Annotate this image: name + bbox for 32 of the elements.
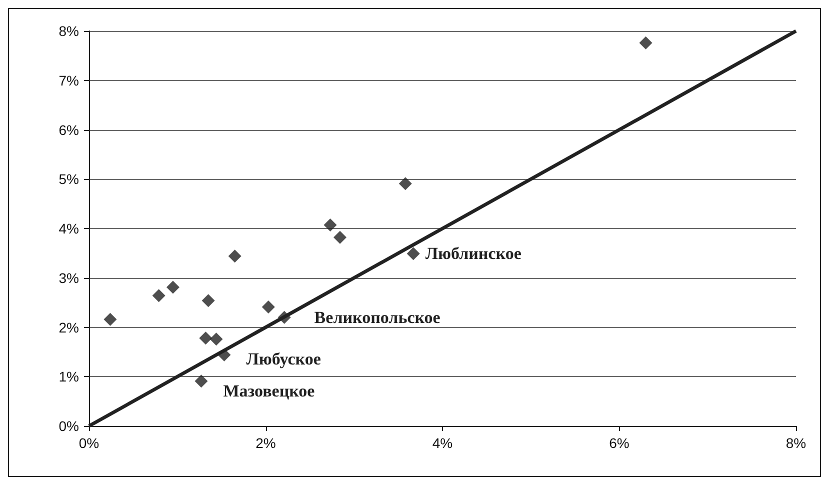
point (228, 250, 242, 263)
annotation: Любуское (246, 349, 322, 368)
point (194, 374, 208, 388)
y-tick-label: 1% (58, 368, 79, 385)
y-tick-label: 0% (58, 418, 79, 434)
x-tick-label: 6% (609, 435, 630, 451)
y-tick-label: 2% (58, 319, 79, 336)
point (639, 36, 652, 50)
annotation: Великопольское (314, 308, 441, 327)
y-tick-label: 5% (58, 171, 79, 188)
point (262, 300, 275, 314)
y-tick-label: 8% (58, 23, 79, 39)
point (202, 294, 215, 308)
x-tick-label: 2% (256, 435, 276, 451)
x-tick-label: 0% (78, 435, 100, 451)
point (398, 177, 412, 190)
x-tick-label: 8% (786, 435, 806, 451)
point (406, 247, 420, 260)
annotation: Люблинское (425, 244, 522, 264)
point (324, 218, 337, 232)
annotation: Мазовецкое (223, 382, 316, 401)
point (333, 230, 346, 244)
point (199, 332, 212, 345)
y-tick-label: 4% (58, 220, 79, 236)
point (152, 289, 166, 302)
point (104, 312, 117, 326)
point (210, 332, 223, 346)
y-tick-label: 3% (58, 270, 79, 286)
y-tick-label: 6% (58, 122, 79, 138)
point (166, 280, 180, 294)
x-tick-label: 4% (432, 435, 453, 451)
y-tick-label: 7% (58, 72, 79, 88)
